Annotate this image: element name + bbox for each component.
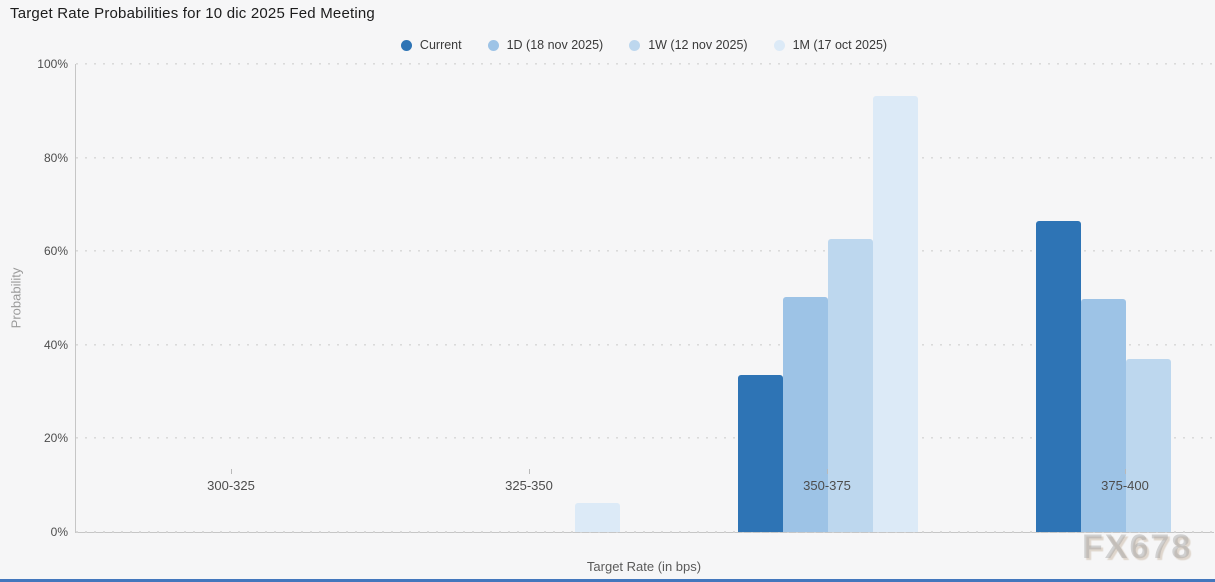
gridline <box>76 437 1214 440</box>
legend: Current 1D (18 nov 2025) 1W (12 nov 2025) 1… <box>75 36 1213 54</box>
legend-dot-icon <box>487 39 499 51</box>
x-category-label: 300-325 <box>207 478 255 493</box>
y-tick-label: 20% <box>43 431 68 446</box>
plot-area <box>75 63 1214 533</box>
legend-item-label: Current <box>419 38 462 52</box>
bar-375-400-1w[interactable] <box>1126 359 1171 532</box>
bar-325-350-1m[interactable] <box>575 503 620 532</box>
y-tick-label: 60% <box>43 244 68 259</box>
legend-item-1d[interactable]: 1D (18 nov 2025) <box>487 38 604 52</box>
legend-dot-icon <box>400 39 412 51</box>
y-axis-title: Probability <box>8 267 24 329</box>
y-tick-label: 40% <box>43 337 68 352</box>
gridline <box>76 63 1214 65</box>
bar-350-375-current[interactable] <box>738 375 783 532</box>
gridline <box>76 156 1214 159</box>
y-tick-label: 80% <box>43 150 68 165</box>
legend-item-current[interactable]: Current <box>400 38 462 52</box>
x-tick-mark <box>231 469 232 474</box>
x-tick-mark <box>827 469 828 474</box>
legend-dot-icon <box>773 39 785 51</box>
gridline <box>76 531 1214 533</box>
bar-375-400-current[interactable] <box>1036 221 1081 532</box>
chart-title: Target Rate Probabilities for 10 dic 202… <box>10 5 375 22</box>
bar-350-375-1m[interactable] <box>873 96 918 532</box>
bar-375-400-1d[interactable] <box>1081 299 1126 532</box>
y-tick-label: 100% <box>37 57 68 71</box>
x-tick-mark <box>1125 469 1126 474</box>
y-tick-label: 0% <box>50 525 68 539</box>
x-category-label: 350-375 <box>803 478 851 493</box>
x-category-label: 375-400 <box>1101 478 1149 493</box>
gridline <box>76 343 1214 346</box>
gridline <box>76 250 1214 253</box>
x-axis-title: Target Rate (in bps) <box>586 559 702 574</box>
x-category-label: 325-350 <box>505 478 553 493</box>
legend-item-label: 1W (12 nov 2025) <box>648 38 748 52</box>
legend-item-label: 1M (17 oct 2025) <box>792 38 888 52</box>
legend-item-1w[interactable]: 1W (12 nov 2025) <box>629 38 748 52</box>
legend-dot-icon <box>629 39 641 51</box>
bar-350-375-1d[interactable] <box>783 297 828 532</box>
bar-350-375-1w[interactable] <box>828 239 873 532</box>
legend-item-1m[interactable]: 1M (17 oct 2025) <box>773 38 888 52</box>
legend-item-label: 1D (18 nov 2025) <box>506 38 604 52</box>
x-tick-mark <box>529 469 530 474</box>
bottom-accent-bar <box>0 579 1215 582</box>
